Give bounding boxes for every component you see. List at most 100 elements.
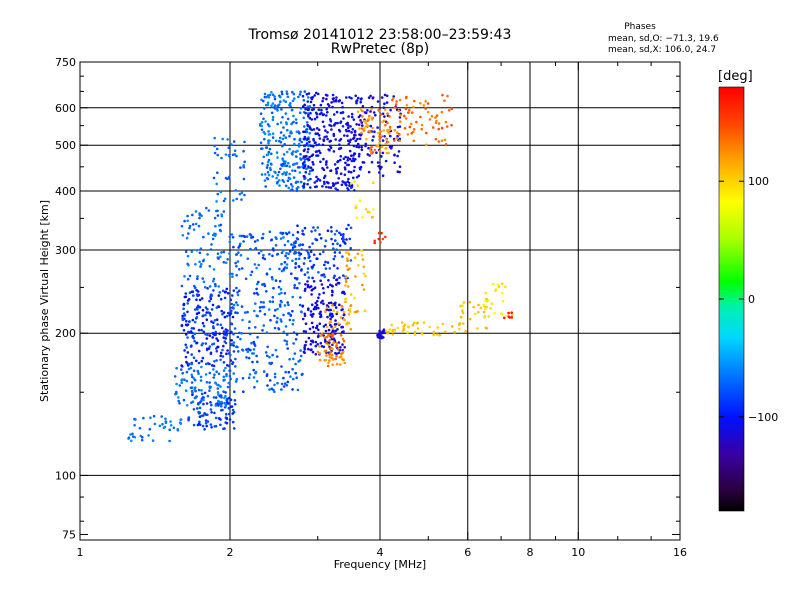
data-point bbox=[186, 323, 190, 326]
data-point bbox=[334, 187, 338, 190]
data-point bbox=[338, 303, 341, 307]
data-point bbox=[342, 339, 346, 343]
data-point bbox=[398, 170, 402, 174]
data-point bbox=[309, 250, 313, 253]
data-point bbox=[295, 121, 298, 125]
data-point bbox=[232, 341, 236, 344]
data-point bbox=[450, 107, 454, 111]
data-point bbox=[186, 310, 189, 314]
data-point bbox=[368, 114, 371, 118]
data-point bbox=[367, 170, 371, 174]
data-point bbox=[232, 333, 235, 336]
data-point bbox=[262, 155, 266, 159]
data-point bbox=[383, 135, 386, 138]
data-point bbox=[315, 143, 319, 147]
data-point bbox=[191, 393, 194, 397]
data-point bbox=[340, 101, 344, 105]
data-point bbox=[366, 119, 369, 122]
data-point bbox=[291, 90, 294, 94]
data-point bbox=[214, 396, 218, 399]
data-point bbox=[262, 130, 266, 134]
data-point bbox=[318, 137, 322, 140]
data-point bbox=[295, 155, 298, 158]
data-point bbox=[293, 169, 297, 173]
data-point bbox=[382, 106, 386, 109]
data-point bbox=[341, 325, 345, 329]
colorbar-label: [deg] bbox=[718, 69, 753, 84]
data-point bbox=[384, 147, 388, 151]
data-point bbox=[301, 229, 304, 233]
data-point bbox=[181, 234, 185, 237]
data-point bbox=[332, 257, 336, 261]
data-point bbox=[484, 307, 487, 311]
data-point bbox=[510, 311, 513, 315]
data-point bbox=[301, 94, 305, 98]
data-point bbox=[403, 114, 406, 118]
data-point bbox=[260, 236, 264, 240]
data-point bbox=[332, 100, 336, 103]
data-point bbox=[219, 354, 222, 358]
data-point bbox=[331, 285, 334, 288]
data-point bbox=[177, 396, 180, 399]
data-point bbox=[199, 247, 203, 250]
data-point bbox=[191, 334, 195, 338]
data-point bbox=[321, 185, 324, 188]
data-point bbox=[373, 241, 377, 245]
data-point bbox=[435, 119, 438, 123]
data-point bbox=[283, 164, 287, 168]
data-point bbox=[252, 340, 256, 344]
data-point bbox=[222, 199, 226, 203]
data-point bbox=[451, 325, 454, 328]
data-point bbox=[327, 186, 331, 189]
data-point bbox=[240, 191, 244, 195]
data-point bbox=[281, 144, 284, 148]
colorbar-tick-label: 0 bbox=[748, 293, 755, 306]
data-point bbox=[350, 159, 354, 163]
data-point bbox=[251, 352, 254, 355]
data-point bbox=[353, 133, 356, 137]
data-point bbox=[225, 421, 229, 425]
data-point bbox=[323, 174, 327, 178]
data-point bbox=[483, 314, 487, 318]
data-point bbox=[325, 160, 328, 163]
data-point bbox=[189, 366, 193, 370]
data-point bbox=[264, 173, 267, 176]
data-point bbox=[288, 318, 292, 322]
data-point bbox=[310, 348, 313, 351]
data-point bbox=[230, 309, 233, 313]
data-point bbox=[202, 402, 205, 406]
data-point bbox=[458, 327, 461, 331]
data-point bbox=[307, 147, 310, 151]
data-point bbox=[233, 399, 237, 402]
data-point bbox=[190, 353, 193, 356]
data-point bbox=[322, 273, 326, 276]
data-point bbox=[216, 252, 220, 255]
data-point bbox=[285, 263, 289, 266]
data-point bbox=[363, 111, 367, 114]
data-point bbox=[255, 314, 259, 318]
data-point bbox=[270, 152, 273, 156]
data-point bbox=[303, 155, 307, 159]
data-point bbox=[383, 115, 386, 118]
data-point bbox=[216, 391, 220, 394]
data-point bbox=[301, 317, 305, 321]
data-point bbox=[242, 234, 245, 238]
data-point bbox=[273, 383, 276, 387]
data-point bbox=[364, 208, 368, 211]
data-point bbox=[274, 348, 278, 352]
data-point bbox=[278, 139, 281, 143]
data-point bbox=[160, 415, 163, 418]
data-point bbox=[283, 171, 286, 174]
data-point bbox=[316, 226, 320, 229]
data-point bbox=[283, 143, 286, 146]
data-point bbox=[245, 356, 248, 359]
data-point bbox=[227, 381, 230, 385]
data-point bbox=[190, 373, 193, 377]
data-point bbox=[396, 326, 400, 330]
data-point bbox=[468, 301, 472, 304]
data-point bbox=[385, 138, 389, 141]
data-point bbox=[304, 283, 307, 286]
data-point bbox=[366, 124, 370, 128]
data-point bbox=[266, 384, 269, 387]
data-point bbox=[428, 325, 432, 329]
